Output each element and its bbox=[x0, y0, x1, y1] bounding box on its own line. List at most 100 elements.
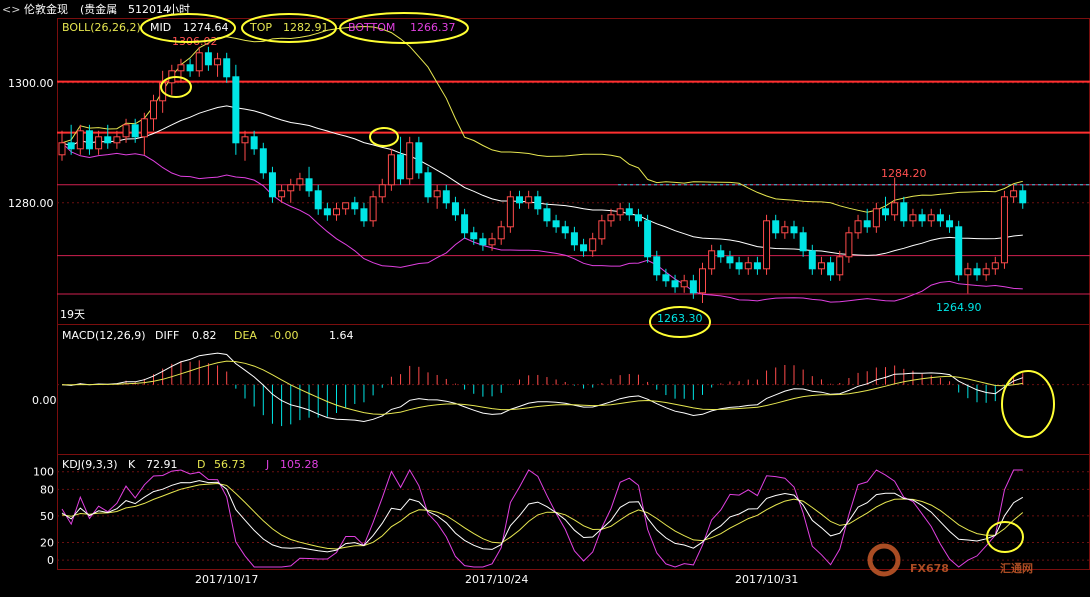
candle-up bbox=[122, 124, 130, 138]
kdj-j-value: 105.28 bbox=[280, 458, 319, 471]
price-y-tick: 1280.00 bbox=[8, 197, 54, 210]
candle-down bbox=[516, 196, 523, 204]
candle-down bbox=[955, 226, 963, 276]
candle-down bbox=[936, 214, 944, 222]
candle-down bbox=[552, 220, 560, 228]
candle-up bbox=[278, 190, 286, 198]
macd-dea-label: DEA bbox=[234, 329, 257, 342]
macd-diff-value: 0.82 bbox=[192, 329, 217, 342]
candle-up bbox=[1000, 196, 1008, 264]
candle-down bbox=[918, 214, 926, 222]
boll-top-value: 1282.91 bbox=[283, 21, 329, 34]
x-axis: 2017/10/17 2017/10/24 2017/10/31 bbox=[195, 573, 798, 586]
macd-diff-label: DIFF bbox=[155, 329, 179, 342]
candle-up bbox=[140, 118, 148, 138]
kdj-legend: KDJ(9,3,3) K 72.91 D 56.73 J 105.28 bbox=[62, 458, 319, 471]
macd-histogram bbox=[70, 360, 1024, 427]
highlight-circles bbox=[140, 12, 1055, 553]
kdj-j-label: J bbox=[265, 458, 269, 471]
kdj-y-tick: 50 bbox=[40, 510, 54, 523]
candle-down bbox=[790, 226, 798, 234]
candle-down bbox=[717, 250, 725, 258]
candle-down bbox=[67, 142, 75, 150]
price-panel-frame bbox=[57, 18, 1090, 325]
back-arrows-icon[interactable]: <> bbox=[2, 3, 20, 16]
x-tick-2: 2017/10/24 bbox=[465, 573, 528, 586]
kdj-y-tick: 20 bbox=[40, 536, 54, 549]
candle-down bbox=[1019, 190, 1027, 204]
candle-up bbox=[195, 52, 203, 72]
macd-zero-tick: 0.00 bbox=[32, 394, 57, 407]
watermark-brand: FX678 bbox=[910, 562, 949, 575]
candle-down bbox=[580, 244, 588, 252]
watermark-logo-icon bbox=[867, 543, 901, 577]
candle-up bbox=[616, 208, 624, 216]
kdj-k-line bbox=[61, 480, 1024, 553]
candle-up bbox=[598, 220, 606, 240]
candle-down bbox=[259, 148, 267, 174]
candle-down bbox=[204, 52, 212, 66]
candle-up bbox=[891, 202, 899, 216]
kdj-k-value: 72.91 bbox=[146, 458, 178, 471]
candle-up bbox=[708, 250, 716, 270]
boll-legend: BOLL(26,26,2) MID 1274.64 TOP 1282.91 BO… bbox=[62, 21, 456, 34]
candle-down bbox=[223, 58, 231, 78]
candle-down bbox=[305, 178, 313, 192]
candle-up bbox=[342, 202, 350, 210]
candle-down bbox=[726, 256, 734, 264]
candle-up bbox=[845, 232, 853, 258]
candle-down bbox=[85, 130, 93, 150]
candle-down bbox=[186, 64, 194, 72]
candle-down bbox=[534, 196, 542, 210]
macd-dea-line bbox=[61, 360, 1023, 415]
candle-up bbox=[433, 190, 441, 198]
candle-down bbox=[570, 232, 578, 246]
kdj-lines bbox=[61, 468, 1024, 568]
candle-up bbox=[241, 136, 249, 144]
candle-up bbox=[927, 214, 935, 222]
candle-down bbox=[232, 76, 240, 144]
candle-down bbox=[653, 256, 661, 276]
candle-down bbox=[827, 262, 835, 276]
candle-up bbox=[76, 130, 84, 150]
candle-up bbox=[296, 178, 304, 186]
price-horizontal-levels bbox=[57, 80, 1090, 295]
candle-up bbox=[333, 208, 340, 216]
window-header: <> 伦敦金现 (贵金属 512014 小时 bbox=[2, 2, 190, 16]
candle-down bbox=[644, 220, 652, 258]
candle-down bbox=[424, 172, 432, 198]
candle-up bbox=[836, 256, 844, 276]
macd-legend: MACD(12,26,9) DIFF 0.82 DEA -0.00 1.64 bbox=[62, 329, 354, 342]
macd-label: MACD(12,26,9) bbox=[62, 329, 146, 342]
macd-panel-frame bbox=[57, 324, 1090, 455]
candle-down bbox=[451, 202, 459, 216]
highlight-circle-bottom bbox=[339, 12, 469, 44]
boll-mid-label: MID bbox=[150, 21, 171, 34]
candle-down bbox=[735, 262, 743, 270]
candle-down bbox=[561, 226, 569, 234]
candle-up bbox=[387, 154, 395, 186]
macd-dea-value: -0.00 bbox=[270, 329, 298, 342]
candle-up bbox=[525, 196, 533, 204]
candle-up bbox=[150, 100, 157, 120]
candle-up bbox=[488, 238, 496, 246]
candle-down bbox=[470, 232, 478, 240]
price-y-tick: 1300.00 bbox=[8, 77, 54, 90]
candle-down bbox=[131, 124, 139, 138]
candle-down bbox=[799, 232, 807, 252]
boll-mid-value: 1274.64 bbox=[183, 21, 229, 34]
watermark-cn: 汇通网 bbox=[1000, 562, 1033, 575]
candle-down bbox=[689, 280, 697, 294]
candle-up bbox=[58, 142, 66, 156]
candle-down bbox=[753, 262, 761, 270]
candle-up bbox=[872, 208, 880, 228]
kdj-y-ticks: 100 80 50 20 0 bbox=[33, 466, 54, 567]
candle-down bbox=[442, 190, 450, 204]
boll-bottom-value: 1266.37 bbox=[410, 21, 456, 34]
candle-up bbox=[763, 220, 771, 270]
x-tick-1: 2017/10/17 bbox=[195, 573, 258, 586]
candle-down bbox=[104, 136, 112, 144]
low-annotation-2: 1264.90 bbox=[936, 301, 982, 314]
candle-down bbox=[479, 238, 487, 246]
